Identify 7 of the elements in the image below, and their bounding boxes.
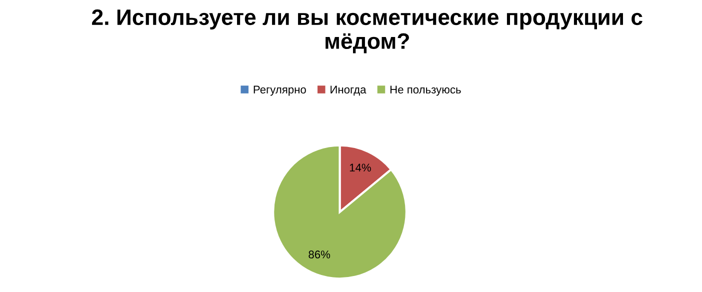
data-label: 86% — [308, 250, 330, 258]
legend-label: Иногда — [330, 86, 366, 96]
pie-slice — [272, 144, 408, 280]
legend-label: Регулярно — [254, 86, 306, 96]
chart-title: 2. Используете ли вы косметические продукции с мёдом? — [92, 9, 642, 54]
legend-label: Не пользуюсь — [390, 86, 461, 96]
data-label: 14% — [350, 164, 371, 172]
